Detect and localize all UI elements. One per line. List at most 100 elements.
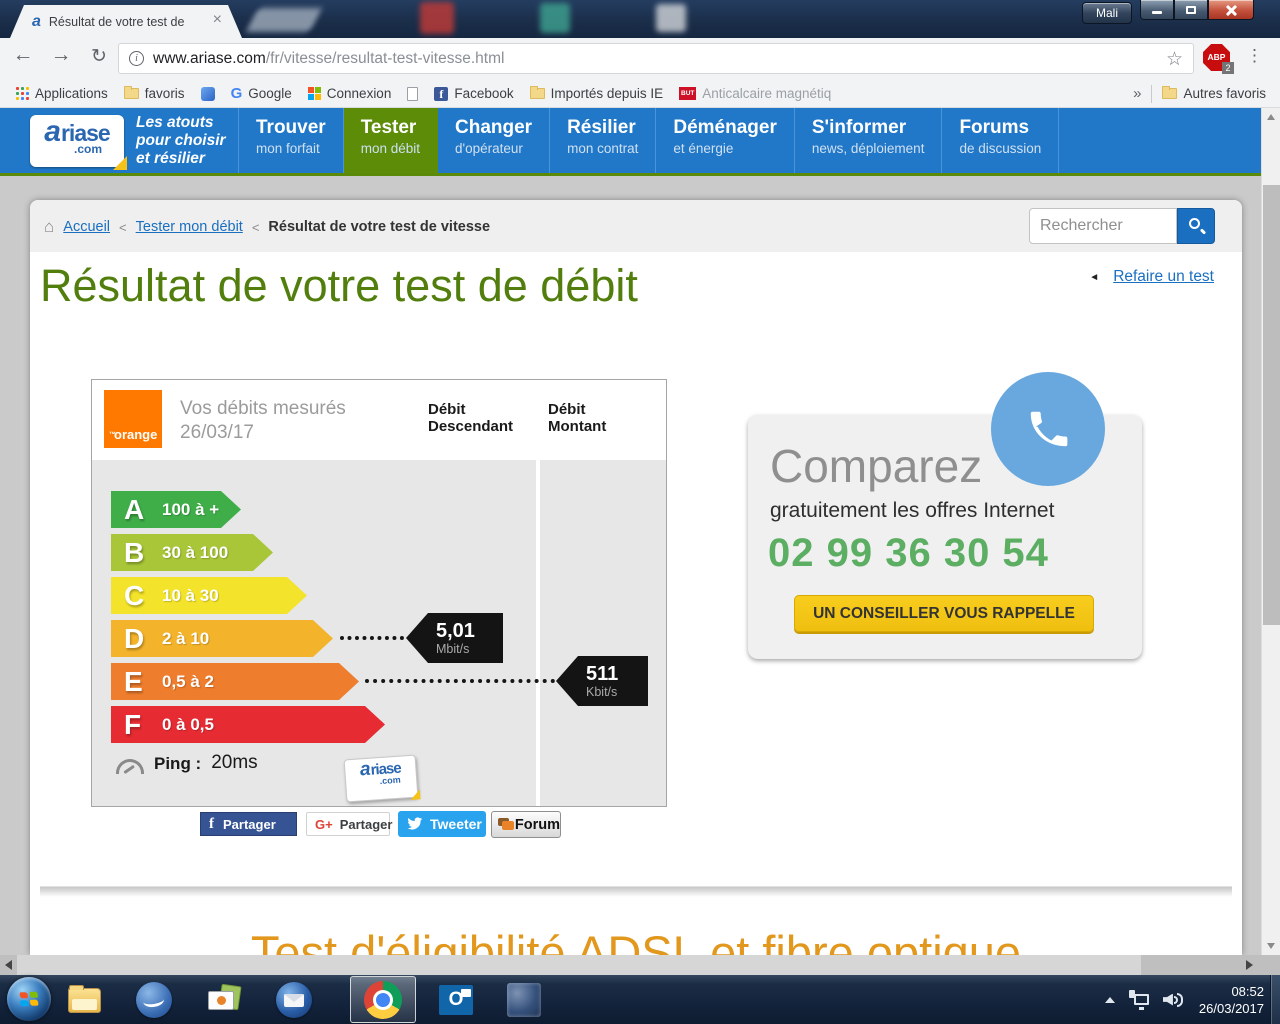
- facebook-icon: f: [209, 815, 214, 832]
- window-minimize-button[interactable]: [1140, 0, 1174, 20]
- blurred-desktop-icon: [540, 3, 570, 33]
- section-divider: [40, 886, 1232, 897]
- breadcrumb-link-accueil[interactable]: Accueil: [63, 219, 111, 235]
- taskbar-chrome-active[interactable]: [350, 976, 416, 1023]
- minimize-icon: [1152, 11, 1162, 14]
- bookmark-cube[interactable]: [200, 86, 215, 101]
- left-arrow-icon: ◄: [1089, 271, 1100, 283]
- window-maximize-button[interactable]: [1174, 0, 1208, 20]
- bookmark-folder-favoris[interactable]: favoris: [123, 86, 185, 101]
- taskbar-mail-icon[interactable]: [204, 981, 244, 1019]
- page-icon: [407, 86, 419, 101]
- home-icon[interactable]: ⌂: [44, 217, 55, 236]
- tab-close-icon[interactable]: ×: [212, 11, 222, 28]
- chart-column-divider: [536, 460, 540, 806]
- back-button[interactable]: ←: [12, 43, 34, 66]
- nav-item-changer[interactable]: Changer d'opérateur: [438, 108, 551, 173]
- facebook-share-button[interactable]: f Partager: [200, 812, 297, 836]
- network-icon[interactable]: [1128, 989, 1149, 1010]
- bookmarks-separator: [1151, 84, 1153, 103]
- vertical-scrollbar-thumb[interactable]: [1263, 185, 1280, 625]
- nav-item-forums[interactable]: Forums de discussion: [942, 108, 1060, 173]
- page-content: ⌂ Accueil < Tester mon débit < Résultat …: [30, 200, 1242, 955]
- forward-button[interactable]: →: [50, 43, 72, 66]
- taskbar-clock[interactable]: 08:52 26/03/2017: [1198, 983, 1264, 1016]
- grade-bar-a: A 100 à +: [111, 491, 241, 528]
- scroll-up-arrow-icon[interactable]: [1267, 114, 1275, 120]
- apps-grid-icon: [16, 87, 29, 100]
- bookmark-label: Connexion: [326, 86, 392, 101]
- microsoft-icon: [307, 87, 321, 100]
- nav-item-resilier[interactable]: Résilier mon contrat: [550, 108, 657, 173]
- window-close-button[interactable]: [1208, 0, 1254, 20]
- bookmark-star-icon[interactable]: ☆: [1165, 49, 1183, 70]
- twitter-share-button[interactable]: Tweeter: [398, 811, 486, 837]
- site-logo[interactable]: ariase .com: [30, 115, 127, 170]
- bookmark-folder-imported[interactable]: Importés depuis IE: [529, 86, 664, 101]
- scroll-down-arrow-icon[interactable]: [1267, 943, 1275, 949]
- reload-button[interactable]: ↻: [91, 46, 107, 67]
- taskbar-app-icon[interactable]: [504, 981, 544, 1019]
- breadcrumb-current: Résultat de votre test de vitesse: [268, 219, 491, 235]
- phone-number: 02 99 36 30 54: [768, 531, 1049, 575]
- chart-date: 26/03/17: [180, 422, 254, 443]
- bookmark-google[interactable]: G Google: [231, 85, 292, 102]
- profile-button[interactable]: Mali: [1082, 2, 1132, 24]
- nav-item-sinformer[interactable]: S'informer news, déploiement: [795, 108, 943, 173]
- horizontal-scrollbar[interactable]: [0, 955, 1280, 975]
- start-button[interactable]: [7, 977, 51, 1021]
- download-dotted-line: [340, 636, 404, 640]
- callback-button[interactable]: UN CONSEILLER VOUS RAPPELLE: [794, 595, 1094, 632]
- adblock-icon[interactable]: ABP: [1203, 44, 1230, 71]
- taskbar-thunderbird-icon[interactable]: [274, 981, 314, 1019]
- bookmarks-overflow-chevron[interactable]: »: [1133, 85, 1142, 102]
- vertical-scrollbar[interactable]: [1261, 108, 1280, 955]
- tab-favicon-icon: a: [32, 12, 41, 30]
- blurred-desktop-icon: [420, 2, 454, 34]
- upload-dotted-line: [365, 679, 555, 683]
- nav-item-demenager[interactable]: Déménager et énergie: [656, 108, 795, 173]
- search-button[interactable]: [1177, 208, 1215, 244]
- tray-hidden-icons-arrow[interactable]: [1104, 996, 1115, 1003]
- bookmark-apps[interactable]: Applications: [16, 86, 108, 101]
- address-bar[interactable]: i www.ariase.com/fr/vitesse/resultat-tes…: [118, 43, 1194, 74]
- googleplus-share-button[interactable]: G+ Partager: [306, 812, 392, 836]
- scroll-left-arrow-icon[interactable]: [5, 960, 12, 970]
- bookmarks-bar: Applications favoris G Google Connexion …: [0, 80, 1280, 108]
- forum-button[interactable]: Forum: [491, 811, 561, 838]
- bookmark-facebook[interactable]: f Facebook: [434, 86, 514, 101]
- nav-item-trouver[interactable]: Trouver mon forfait: [238, 108, 344, 173]
- volume-icon[interactable]: [1162, 992, 1185, 1008]
- folder-icon: [1162, 86, 1178, 99]
- taskbar-explorer-icon[interactable]: [64, 981, 104, 1019]
- ping-row: Ping : 20ms: [116, 752, 258, 774]
- url-path: /fr/vitesse/resultat-test-vitesse.html: [265, 49, 505, 67]
- taskbar-outlook-icon[interactable]: O: [436, 981, 476, 1019]
- horizontal-scrollbar-thumb[interactable]: [17, 955, 1141, 975]
- bookmark-label: Autres favoris: [1183, 86, 1266, 101]
- browser-toolbar: ← → ↻ i www.ariase.com/fr/vitesse/result…: [0, 38, 1280, 80]
- browser-tab[interactable]: a Résultat de votre test de ×: [10, 5, 242, 38]
- taskbar-openoffice-icon[interactable]: [134, 981, 174, 1019]
- blurred-desktop-icon: [656, 4, 686, 32]
- bookmark-label: Google: [248, 86, 292, 101]
- scroll-right-arrow-icon[interactable]: [1246, 960, 1253, 970]
- breadcrumb-link-tester[interactable]: Tester mon débit: [135, 219, 243, 235]
- redo-test-link[interactable]: ◄ Refaire un test: [1089, 268, 1214, 285]
- bookmark-page[interactable]: [407, 86, 419, 101]
- facebook-icon: f: [434, 86, 449, 101]
- bookmark-anticalcaire[interactable]: BUT Anticalcaire magnétiq: [679, 86, 831, 101]
- show-desktop-button[interactable]: [1270, 975, 1280, 1024]
- search-input[interactable]: [1029, 208, 1177, 244]
- google-g-icon: G: [230, 85, 243, 102]
- twitter-bird-icon: [407, 817, 423, 830]
- bookmark-other-favorites[interactable]: Autres favoris: [1162, 86, 1266, 101]
- windows-taskbar: O 08:52 26/03/2017: [0, 975, 1280, 1024]
- page-info-icon[interactable]: i: [129, 51, 144, 66]
- bookmark-label: Importés depuis IE: [550, 86, 664, 101]
- nav-item-tester[interactable]: Tester mon débit: [343, 108, 438, 173]
- browser-menu-icon[interactable]: ⋮: [1246, 46, 1263, 65]
- bookmark-connexion[interactable]: Connexion: [307, 86, 392, 101]
- phone-icon: [1030, 411, 1068, 447]
